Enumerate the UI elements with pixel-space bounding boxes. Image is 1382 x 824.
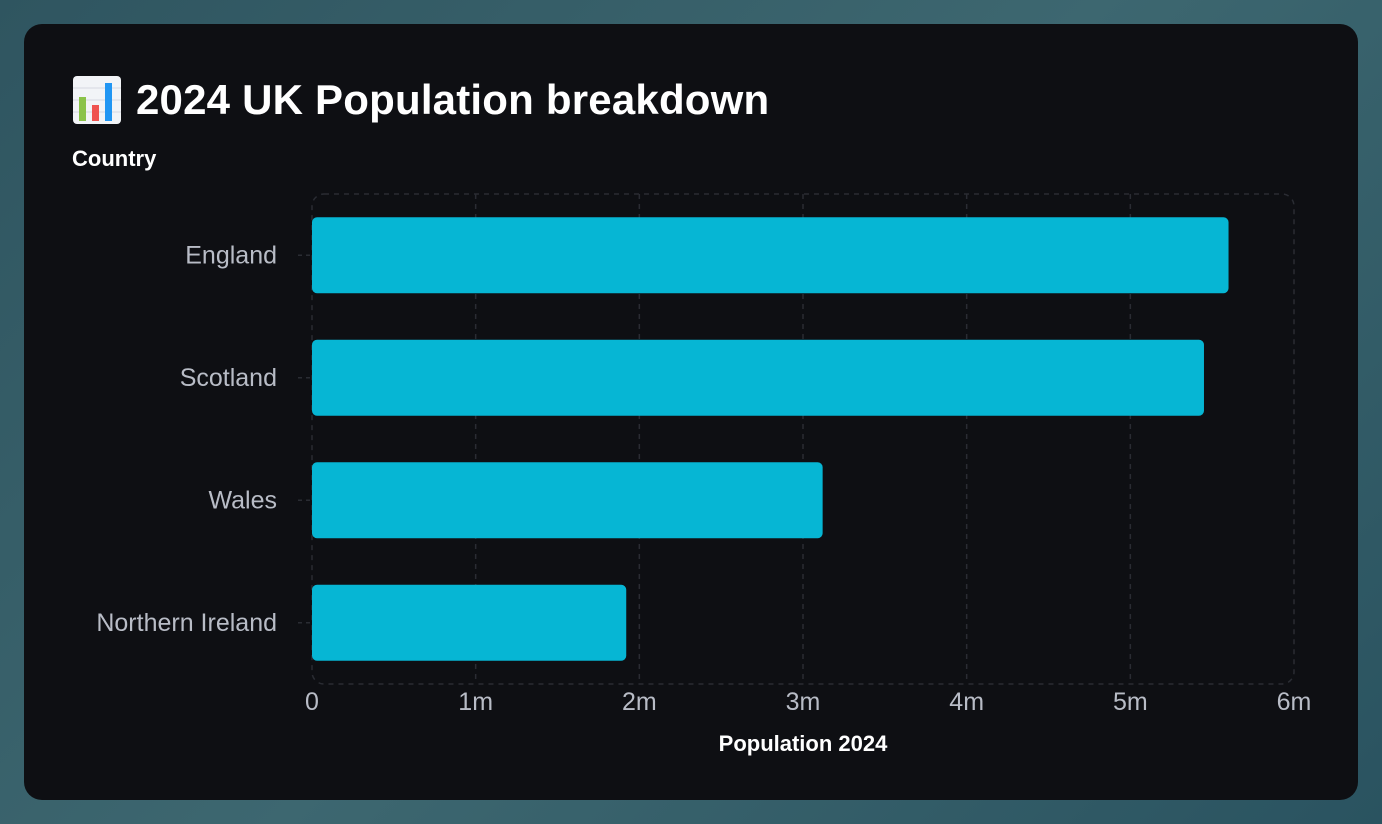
y-tick-label: England: [185, 241, 277, 269]
y-axis-label: Country: [72, 146, 157, 171]
title-row: 2024 UK Population breakdown: [72, 72, 769, 128]
x-tick-label: 6m: [1277, 688, 1312, 716]
x-tick-label: 2m: [622, 688, 657, 716]
bar-northern-ireland[interactable]: [312, 584, 627, 661]
x-tick-label: 3m: [786, 688, 821, 716]
bar-england[interactable]: [312, 217, 1229, 294]
chart-card: 2024 UK Population breakdown Country Eng…: [24, 24, 1358, 800]
x-tick-label: 5m: [1113, 688, 1148, 716]
y-tick-label: Wales: [208, 486, 277, 514]
x-axis-label: Population 2024: [719, 731, 888, 756]
y-tick-label: Scotland: [180, 364, 277, 392]
x-tick-label: 0: [305, 688, 319, 716]
bar-chart: England Scotland Wales Northern Ireland 0 1m 2…: [96, 193, 1312, 756]
bar-chart-icon: [73, 76, 121, 124]
y-tick-label: Northern Ireland: [96, 609, 277, 637]
x-tick-label: 4m: [949, 688, 984, 716]
plot-frame: [311, 193, 1295, 685]
bar-wales[interactable]: [312, 462, 823, 539]
x-tick-label: 1m: [458, 688, 493, 716]
bar-scotland[interactable]: [312, 339, 1204, 416]
chart-title: 2024 UK Population breakdown: [136, 76, 770, 123]
